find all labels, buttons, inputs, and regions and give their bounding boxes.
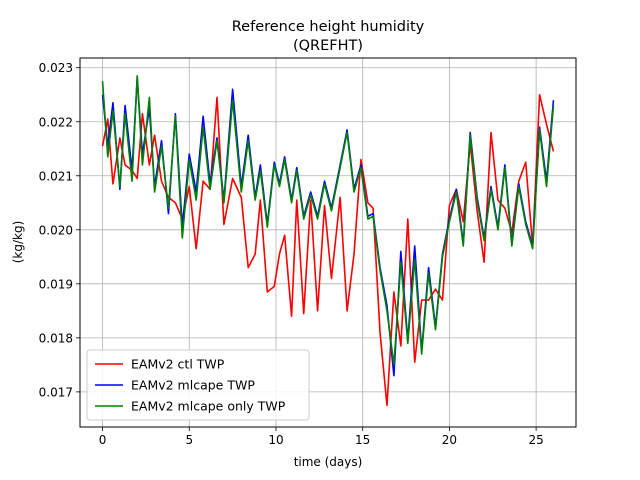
- legend: EAMv2 ctl TWP EAMv2 mlcape TWP EAMv2 mlc…: [86, 349, 310, 421]
- y-tick-label: 0.021: [39, 169, 73, 183]
- y-tick-label: 0.022: [39, 115, 73, 129]
- x-tick-label: 15: [355, 433, 370, 447]
- legend-box: [86, 349, 310, 421]
- x-tick-label: 25: [528, 433, 543, 447]
- y-axis-ticks: 0.017 0.018 0.019 0.020 0.021 0.022 0.023: [39, 61, 80, 399]
- x-axis-label: time (days): [294, 455, 363, 469]
- grid: [80, 58, 576, 427]
- legend-label-mlcape-only: EAMv2 mlcape only TWP: [131, 399, 286, 414]
- x-tick-label: 5: [185, 433, 193, 447]
- x-tick-label: 10: [268, 433, 283, 447]
- y-tick-label: 0.017: [39, 385, 73, 399]
- legend-label-ctl: EAMv2 ctl TWP: [131, 357, 225, 372]
- chart-title-line1: Reference height humidity: [232, 19, 425, 35]
- plot-frame: [79, 57, 577, 428]
- y-axis-label: (kg/kg): [11, 221, 25, 264]
- y-tick-label: 0.018: [39, 331, 73, 345]
- chart-title-line2: (QREFHT): [293, 38, 363, 54]
- y-tick-label: 0.023: [39, 61, 73, 75]
- x-tick-label: 0: [99, 433, 107, 447]
- legend-label-mlcape: EAMv2 mlcape TWP: [131, 378, 255, 393]
- x-axis-ticks: 0 5 10 15 20 25: [99, 427, 544, 447]
- y-tick-label: 0.020: [39, 223, 73, 237]
- series-line-mlcape-only: [101, 75, 555, 366]
- y-tick-label: 0.019: [39, 277, 73, 291]
- x-tick-label: 20: [442, 433, 457, 447]
- series-group: [101, 75, 555, 407]
